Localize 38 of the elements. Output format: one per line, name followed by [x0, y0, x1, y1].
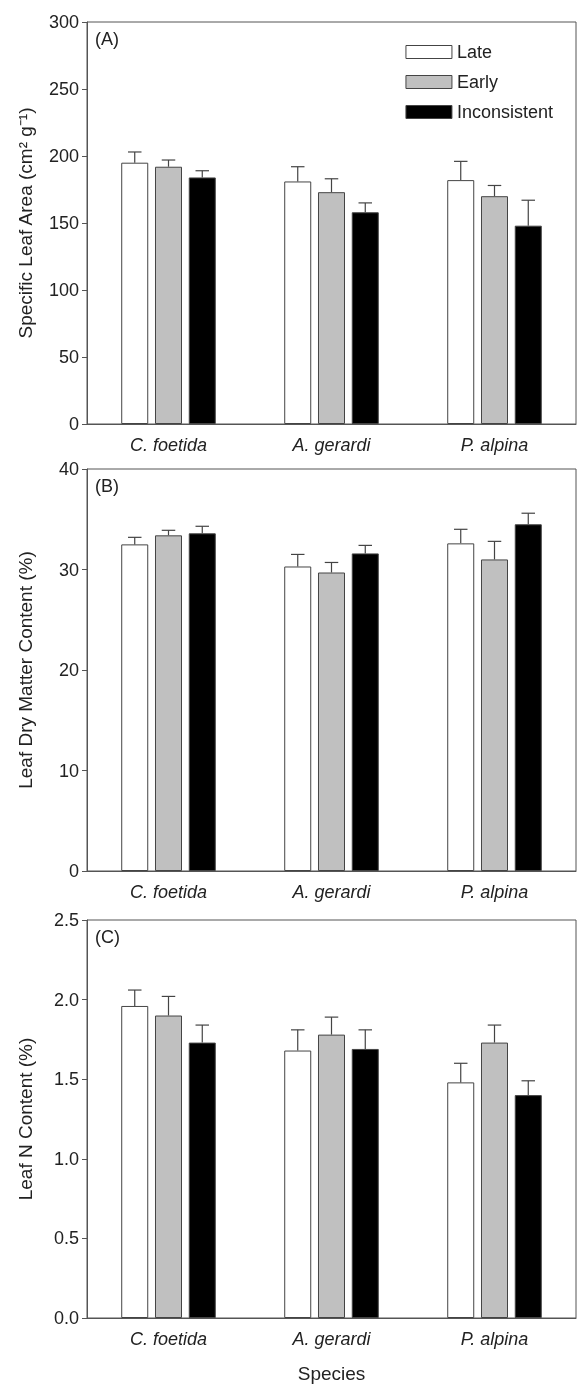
- annotation: (A): [95, 29, 119, 49]
- y-tick-label: 1.5: [53, 1069, 79, 1090]
- y-tick-label: 0.5: [53, 1228, 79, 1249]
- x-tick-label: C. foetida: [129, 1329, 208, 1349]
- y-tick-label: 250: [48, 79, 79, 99]
- y-tick-label: 2.0: [53, 989, 79, 1010]
- annotation: (C): [95, 927, 120, 947]
- x-axis-title: Species: [297, 1363, 366, 1384]
- y-tick-label: 20: [58, 660, 79, 680]
- y-tick-label: 10: [58, 760, 79, 781]
- legend-label: Inconsistent: [456, 102, 554, 122]
- y-tick-label: 100: [48, 280, 79, 300]
- x-tick-label: P. alpina: [460, 435, 529, 455]
- legend-label: Late: [456, 42, 492, 62]
- x-tick-label: A. gerardi: [291, 1329, 372, 1349]
- y-axis-title: Specific Leaf Area (cm² g⁻¹): [15, 107, 36, 339]
- y-tick-label: 0: [68, 414, 79, 434]
- x-tick-label: A. gerardi: [291, 435, 372, 455]
- x-tick-label: C. foetida: [129, 882, 208, 902]
- y-axis-title: Leaf N Content (%): [15, 1037, 36, 1201]
- y-tick-label: 1.0: [53, 1148, 79, 1169]
- y-axis-title: Leaf Dry Matter Content (%): [15, 551, 36, 789]
- y-tick-label: 200: [48, 146, 79, 166]
- x-tick-label: C. foetida: [129, 435, 208, 455]
- y-tick-label: 30: [58, 559, 79, 580]
- legend-label: Early: [456, 72, 498, 92]
- y-tick-label: 0: [68, 861, 79, 881]
- bar: [154, 535, 183, 871]
- y-tick-label: 0.0: [53, 1308, 79, 1328]
- y-tick-label: 40: [58, 459, 79, 479]
- y-tick-label: 300: [48, 12, 79, 32]
- x-tick-label: P. alpina: [460, 1329, 529, 1349]
- x-tick-label: A. gerardi: [291, 882, 372, 902]
- y-tick-label: 50: [58, 347, 79, 367]
- annotation: (B): [95, 476, 119, 496]
- x-tick-label: P. alpina: [460, 882, 529, 902]
- y-tick-label: 2.5: [53, 910, 79, 930]
- y-tick-label: 150: [48, 213, 79, 233]
